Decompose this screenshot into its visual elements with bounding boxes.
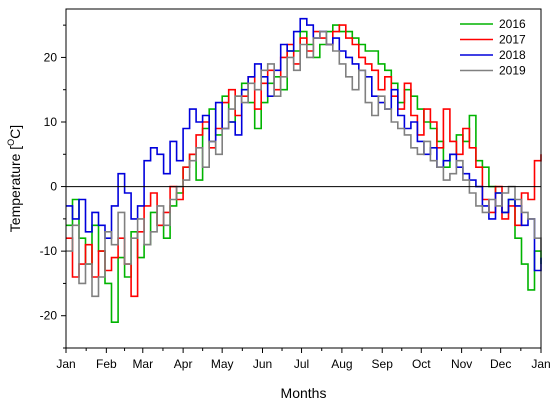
series-layer xyxy=(66,17,542,323)
x-tick-label: Mar xyxy=(132,357,153,371)
plot-area-frame xyxy=(65,8,542,349)
x-axis: Jan Feb Mar Apr May Jun Jul Aug Sep Oct Nov Dec Jan xyxy=(56,348,550,371)
series-line-2016 xyxy=(66,24,542,323)
legend-label-2019: 2019 xyxy=(499,64,526,78)
x-tick-label: Feb xyxy=(96,357,117,371)
y-tick-label: -20 xyxy=(40,309,58,323)
x-tick-label: Jan xyxy=(531,357,550,371)
y-tick-label: -10 xyxy=(40,244,58,258)
y-tick-label: 10 xyxy=(44,115,58,129)
legend-label-2016: 2016 xyxy=(499,17,526,31)
y-tick-label: 20 xyxy=(44,50,58,64)
x-tick-label: Dec xyxy=(490,357,511,371)
legend-label-2017: 2017 xyxy=(499,33,526,47)
x-tick-label: Sep xyxy=(372,357,394,371)
legend-label-2018: 2018 xyxy=(499,48,526,62)
x-tick-label: Apr xyxy=(174,357,193,371)
y-tick-label: 0 xyxy=(50,180,57,194)
x-tick-label: Jul xyxy=(294,357,309,371)
y-axis-title-pre: Temperature [ xyxy=(7,146,23,232)
series-line-2019 xyxy=(66,30,542,298)
x-axis-title: Months xyxy=(281,385,327,401)
x-tick-label: Aug xyxy=(331,357,352,371)
x-tick-label: May xyxy=(211,357,234,371)
x-tick-label: Jun xyxy=(253,357,272,371)
y-axis: -20 -10 0 10 20 xyxy=(40,24,66,349)
y-axis-title-sup: O xyxy=(6,139,16,146)
x-tick-label: Nov xyxy=(451,357,472,371)
series-line-2017 xyxy=(66,24,542,298)
x-tick-label: Oct xyxy=(412,357,431,371)
y-axis-title-post: C] xyxy=(7,125,23,139)
x-tick-label: Jan xyxy=(56,357,75,371)
y-axis-title: Temperature [OC] xyxy=(6,125,23,232)
